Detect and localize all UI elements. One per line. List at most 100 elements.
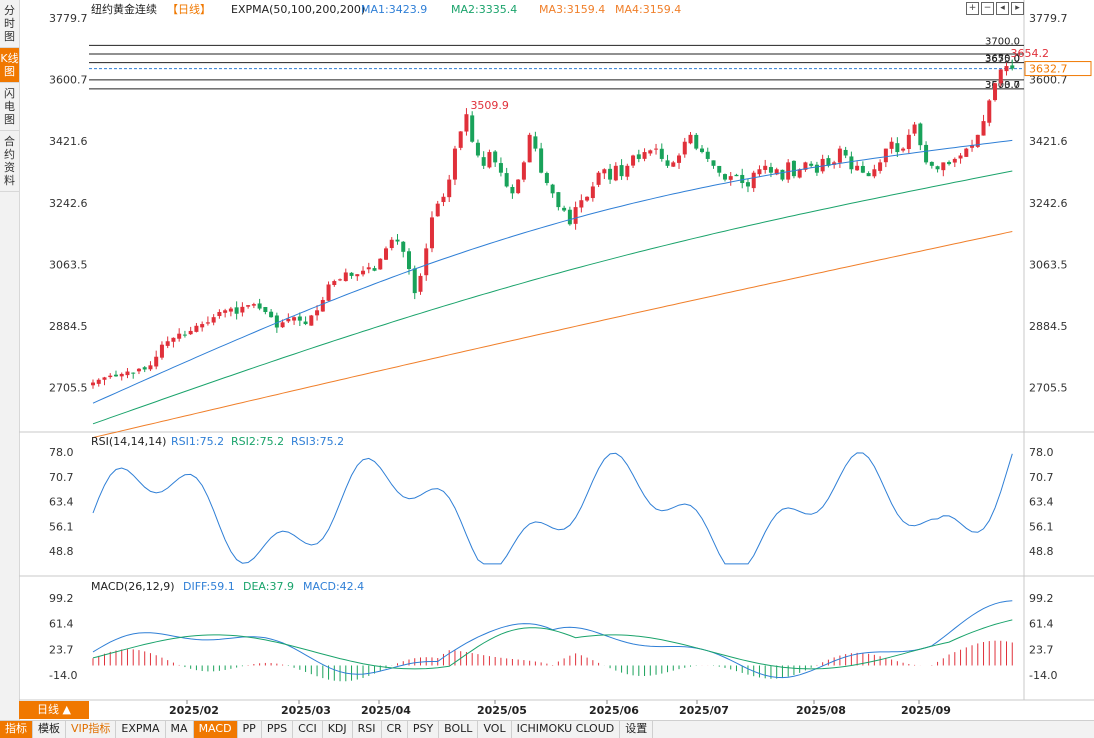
x-axis-label: 2025/04: [361, 704, 411, 717]
bottom-tab-vol[interactable]: VOL: [478, 721, 512, 738]
move-left-icon[interactable]: ◂: [996, 2, 1009, 15]
header-ma4: MA4:3159.4: [615, 3, 681, 16]
bottom-tab-pps[interactable]: PPS: [262, 721, 294, 738]
left-tab-0[interactable]: 分时图: [0, 0, 19, 48]
right-price-tick: 2705.5: [1029, 382, 1068, 395]
candle-body: [200, 324, 205, 328]
hline-label: 3573.7: [985, 80, 1020, 91]
candle-body: [912, 124, 917, 134]
candle-body: [131, 372, 136, 374]
header-indicator: EXPMA(50,100,200,200): [231, 3, 365, 16]
candle-body: [113, 374, 118, 377]
candle-body: [510, 186, 515, 194]
candle-body: [763, 165, 768, 170]
left-tab-3[interactable]: 合约资料: [0, 131, 19, 192]
candle-body: [654, 148, 659, 150]
bottom-tab-expma[interactable]: EXPMA: [116, 721, 166, 738]
header-ma1: MA1:3423.9: [361, 3, 427, 16]
bottom-tab-cci[interactable]: CCI: [293, 721, 323, 738]
move-right-icon[interactable]: ▸: [1011, 2, 1024, 15]
rsi-line: [92, 452, 1013, 565]
candle-body: [918, 123, 923, 146]
left-rsi-tick: 56.1: [49, 520, 74, 533]
candle-body: [665, 160, 670, 166]
period-button[interactable]: 日线 ▲: [19, 701, 89, 719]
candle-body: [809, 163, 814, 166]
candle-body: [119, 373, 124, 377]
candle-body: [849, 156, 854, 170]
candle-body: [355, 274, 360, 277]
candle-body: [952, 158, 957, 163]
bottom-tab-kdj[interactable]: KDJ: [323, 721, 353, 738]
candle-body: [929, 161, 934, 166]
candle-body: [475, 142, 480, 156]
candle-body: [820, 158, 825, 172]
bottom-tab-ichimoku-cloud[interactable]: ICHIMOKU CLOUD: [512, 721, 621, 738]
x-axis-label: 2025/08: [796, 704, 846, 717]
candle-body: [619, 165, 624, 177]
candle-body: [154, 356, 159, 367]
candle-body: [682, 141, 687, 155]
candle-body: [182, 334, 187, 336]
candle-body: [814, 164, 819, 173]
left-tab-2[interactable]: 闪电图: [0, 83, 19, 131]
candle-body: [142, 367, 147, 370]
candle-body: [711, 160, 716, 166]
candle-body: [326, 284, 331, 301]
candle-body: [228, 308, 233, 312]
candle-body: [608, 168, 613, 180]
bottom-tab-rsi[interactable]: RSI: [353, 721, 382, 738]
ma2-line: [92, 170, 1013, 425]
candle-body: [188, 330, 193, 335]
bottom-tab-指标[interactable]: 指标: [0, 721, 33, 738]
zoom-in-icon[interactable]: +: [966, 2, 979, 15]
candle-body: [556, 192, 561, 208]
candle-body: [470, 115, 475, 142]
right-macd-tick: -14.0: [1029, 669, 1057, 682]
candle-body: [705, 151, 710, 159]
ma1-line: [92, 139, 1013, 404]
bottom-tab-ma[interactable]: MA: [166, 721, 194, 738]
kline-chart[interactable]: 纽约黄金连续 【日线】 EXPMA(50,100,200,200)MA1:3423.…: [19, 0, 1094, 720]
candle-body: [579, 200, 584, 208]
candle-body: [165, 341, 170, 346]
candle-body: [872, 169, 877, 177]
left-tab-1[interactable]: K线图: [0, 48, 19, 83]
current-price-box: [1024, 61, 1092, 77]
bottom-tab-设置[interactable]: 设置: [620, 721, 654, 738]
macd-macd-value: MACD:42.4: [303, 580, 364, 593]
candle-body: [378, 258, 383, 270]
candle-body: [320, 299, 325, 312]
candle-body: [223, 310, 228, 313]
bottom-tab-pp[interactable]: PP: [238, 721, 262, 738]
left-macd-tick: 99.2: [49, 592, 74, 605]
rsi3-value: RSI3:75.2: [291, 435, 344, 448]
candle-body: [343, 272, 348, 282]
x-axis-label: 2025/09: [901, 704, 951, 717]
candle-body: [906, 134, 911, 150]
candle-body: [297, 316, 302, 321]
zoom-out-icon[interactable]: −: [981, 2, 994, 15]
candle-body: [768, 167, 773, 173]
candle-body: [332, 281, 337, 285]
header-ma2: MA2:3335.4: [451, 3, 517, 16]
candle-body: [786, 162, 791, 180]
x-axis-label: 2025/06: [589, 704, 639, 717]
rsi1-value: RSI1:75.2: [171, 435, 224, 448]
bottom-tab-macd[interactable]: MACD: [193, 721, 238, 738]
right-rsi-tick: 48.8: [1029, 545, 1054, 558]
bottom-tab-psy[interactable]: PSY: [408, 721, 440, 738]
bottom-tab-vip指标[interactable]: VIP指标: [66, 721, 117, 738]
left-macd-tick: 23.7: [49, 643, 74, 656]
candle-body: [406, 251, 411, 270]
bottom-tab-cr[interactable]: CR: [382, 721, 408, 738]
bottom-tab-模板[interactable]: 模板: [33, 721, 66, 738]
hline-label: 3675.0: [985, 54, 1020, 65]
bottom-tab-boll[interactable]: BOLL: [439, 721, 479, 738]
candle-body: [878, 162, 883, 171]
candle-body: [338, 279, 343, 281]
candle-body: [91, 382, 95, 386]
x-axis-label: 2025/02: [169, 704, 219, 717]
header-symbol: 纽约黄金连续: [91, 2, 157, 16]
candle-body: [102, 377, 107, 380]
